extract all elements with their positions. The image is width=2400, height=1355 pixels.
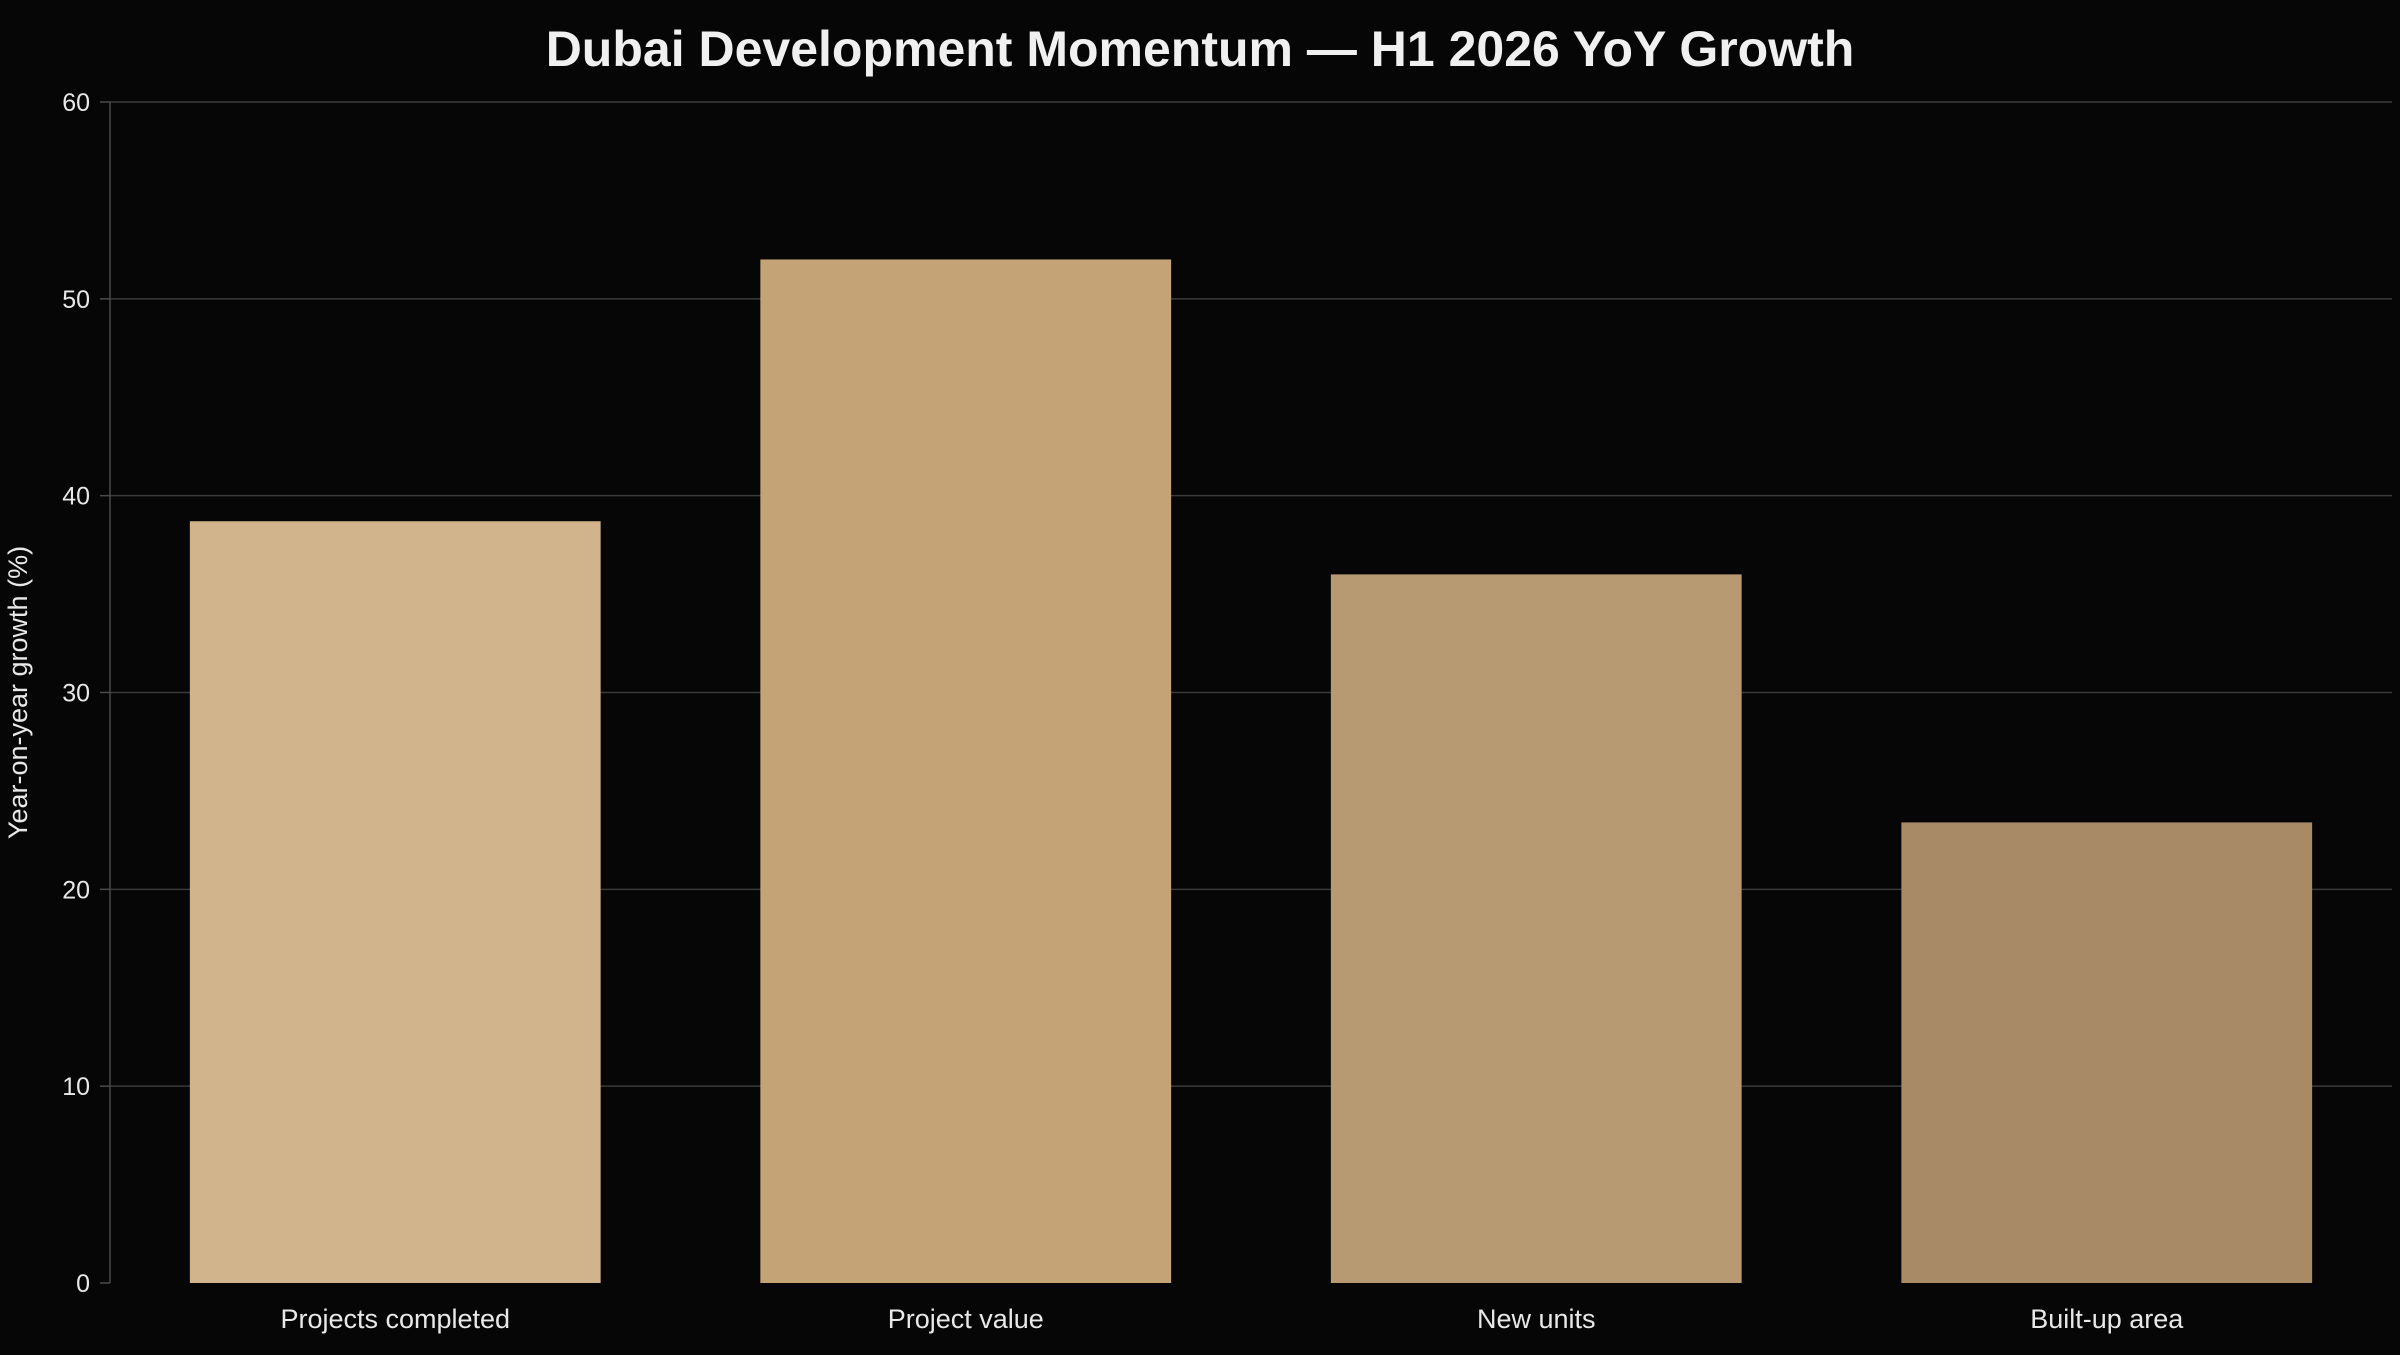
y-tick-label: 60 bbox=[62, 89, 90, 117]
bar-project-value bbox=[760, 259, 1172, 1283]
y-axis-label: Year-on-year growth (%) bbox=[3, 546, 33, 839]
y-tick-label: 30 bbox=[62, 680, 90, 708]
bar-projects-completed bbox=[189, 521, 601, 1283]
bar-new-units bbox=[1330, 574, 1742, 1283]
x-tick-label: New units bbox=[1477, 1304, 1596, 1334]
bars bbox=[189, 259, 2313, 1283]
y-tick-label: 10 bbox=[62, 1073, 90, 1101]
y-tick-label: 40 bbox=[62, 483, 90, 511]
y-tick-label: 0 bbox=[76, 1270, 90, 1298]
y-tick-label: 20 bbox=[62, 876, 90, 904]
x-tick-label: Built-up area bbox=[2030, 1304, 2184, 1334]
x-tick-label: Project value bbox=[888, 1304, 1044, 1334]
y-tick-labels: 0 10 20 30 40 50 60 bbox=[62, 89, 90, 1298]
x-tick-label: Projects completed bbox=[280, 1304, 510, 1334]
y-tick-label: 50 bbox=[62, 286, 90, 314]
chart-title: Dubai Development Momentum — H1 2026 YoY… bbox=[546, 21, 1855, 77]
x-tick-labels: Projects completed Project value New units… bbox=[280, 1304, 2184, 1334]
bar-built-up-area bbox=[1901, 822, 2313, 1283]
